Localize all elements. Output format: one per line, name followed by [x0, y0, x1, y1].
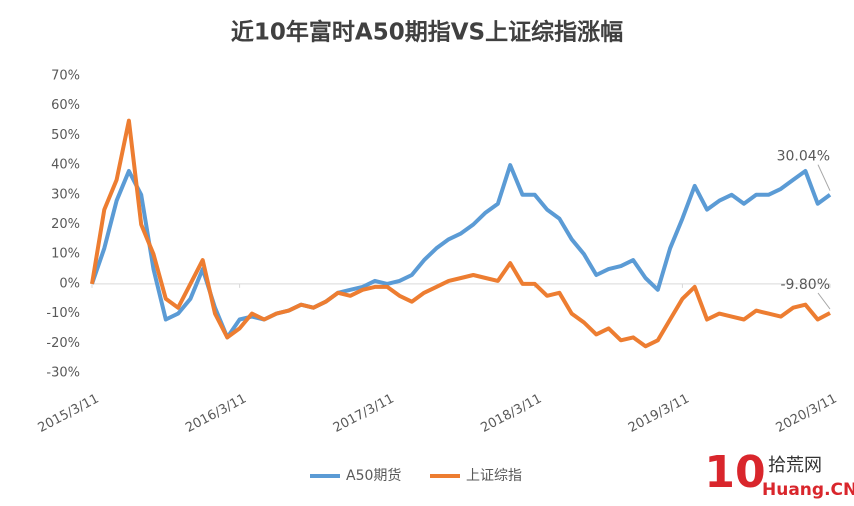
label-leader — [817, 164, 831, 191]
y-tick-label: 40% — [51, 158, 80, 173]
y-tick-label: -30% — [46, 366, 80, 381]
series-line — [90, 163, 832, 340]
y-tick-label: -10% — [46, 306, 80, 321]
x-tick-label: 2019/3/11 — [626, 391, 692, 436]
x-tick-label: 2016/3/11 — [183, 391, 249, 436]
x-tick-label: 2015/3/11 — [36, 391, 102, 436]
logo-mark: 10 — [704, 447, 765, 498]
y-tick-label: 60% — [51, 98, 80, 113]
y-tick-label: 30% — [51, 187, 80, 202]
y-tick-label: -20% — [46, 336, 80, 351]
y-tick-label: 20% — [51, 217, 80, 232]
x-tick-label: 2020/3/11 — [774, 391, 840, 436]
data-label: 30.04% — [777, 149, 830, 165]
x-tick-label: 2017/3/11 — [331, 391, 397, 436]
watermark: 10 拾荒网 Huang.CN — [704, 447, 854, 500]
data-label: -9.80% — [780, 277, 830, 293]
y-tick-label: 70% — [51, 69, 80, 84]
chart-title: 近10年富时A50期指VS上证综指涨幅 — [231, 19, 623, 46]
legend-label: 上证综指 — [466, 468, 522, 484]
legend-label: A50期货 — [346, 467, 401, 484]
logo-name: 拾荒网 — [768, 455, 822, 476]
label-leader — [817, 292, 831, 310]
y-tick-label: 10% — [51, 247, 80, 262]
x-tick-label: 2018/3/11 — [478, 391, 544, 436]
series-line — [90, 118, 831, 349]
y-tick-label: 0% — [59, 276, 80, 291]
y-tick-label: 50% — [51, 128, 80, 143]
logo-site: Huang.CN — [762, 480, 854, 500]
